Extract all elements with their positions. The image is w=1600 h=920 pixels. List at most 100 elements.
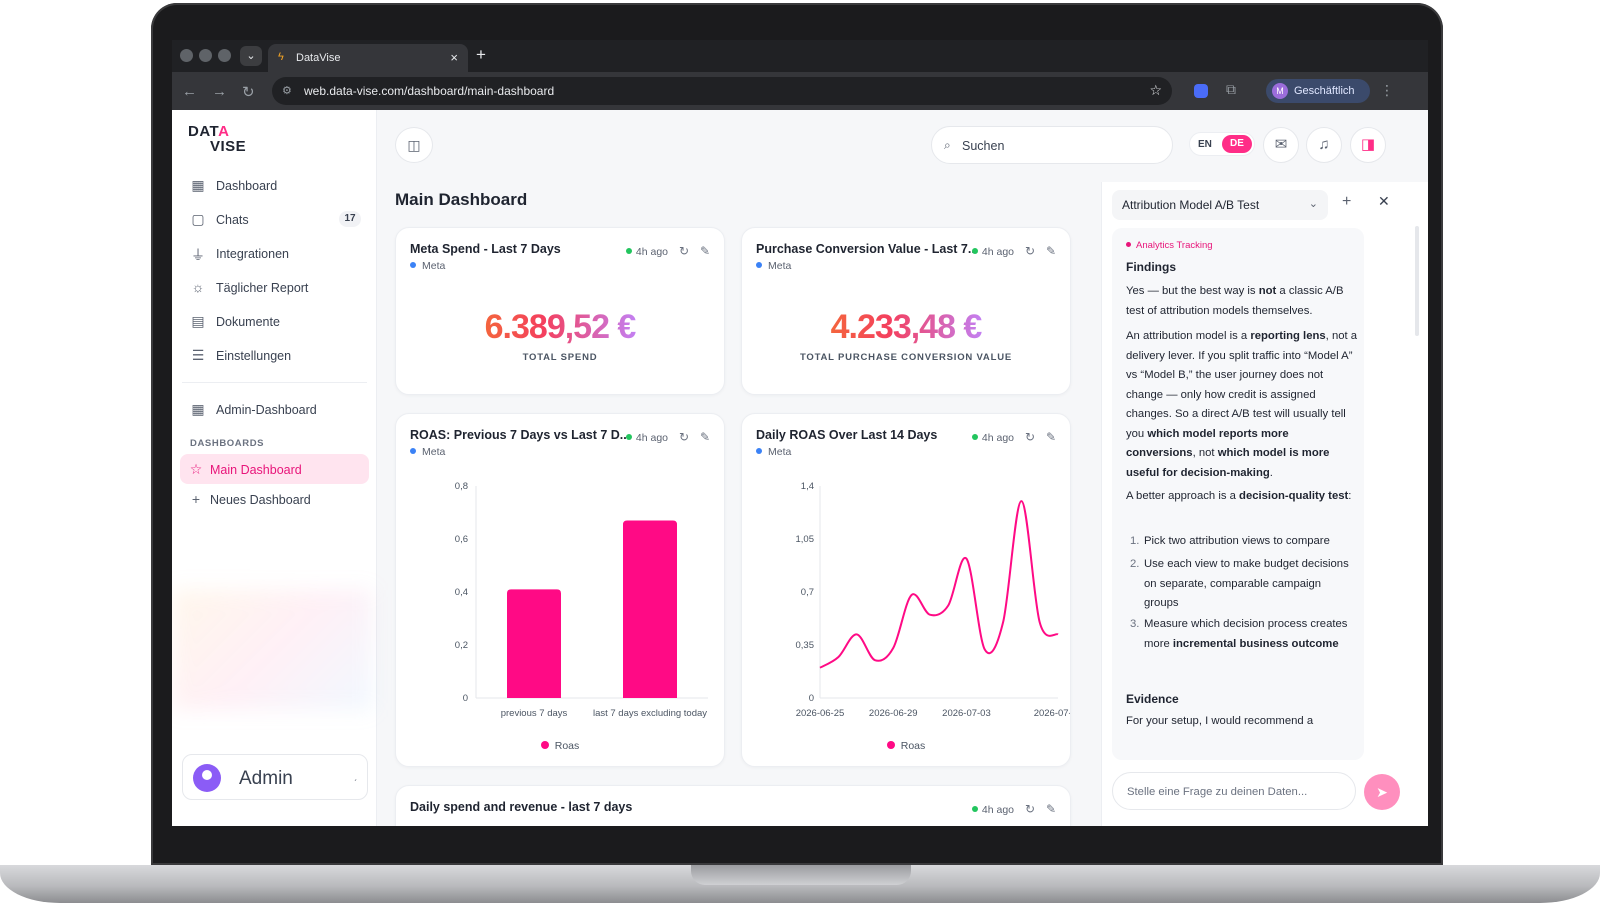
chat-selector[interactable]: Attribution Model A/B Test ⌄ bbox=[1112, 190, 1328, 220]
text: , not bbox=[1192, 447, 1218, 459]
lang-de[interactable]: DE bbox=[1222, 135, 1252, 153]
bookmark-star-icon[interactable]: ☆ bbox=[1149, 82, 1162, 98]
sidebar-item-chats[interactable]: ▢ Chats 17 bbox=[182, 204, 367, 234]
notifications-button[interactable]: ♫ bbox=[1306, 127, 1342, 163]
reload-icon[interactable]: ↻ bbox=[242, 84, 255, 101]
text: Yes — but the best way is bbox=[1126, 285, 1259, 297]
card-title: Meta Spend - Last 7 Days bbox=[410, 242, 561, 256]
language-toggle[interactable]: EN DE bbox=[1189, 132, 1255, 156]
extension-icon[interactable] bbox=[1194, 84, 1208, 98]
chat-icon: ▢ bbox=[191, 211, 205, 227]
mail-button[interactable]: ✉ bbox=[1263, 127, 1299, 163]
browser-tab[interactable]: ϟ DataVise × bbox=[268, 44, 468, 72]
updated-time: 4h ago bbox=[981, 804, 1015, 816]
edit-icon[interactable]: ✎ bbox=[699, 244, 710, 258]
new-chat-plus-icon[interactable]: + bbox=[1342, 193, 1352, 210]
new-tab-plus-icon[interactable]: + bbox=[476, 45, 486, 64]
tab-close-icon[interactable]: × bbox=[450, 50, 458, 65]
card-purchase-value: Purchase Conversion Value - Last 7... Me… bbox=[741, 227, 1071, 395]
y-tick-label: 0,7 bbox=[801, 587, 814, 598]
updated-time: 4h ago bbox=[981, 246, 1015, 258]
status-dot-icon bbox=[971, 434, 978, 440]
window-close-dot[interactable] bbox=[180, 49, 193, 62]
sidebar-item-integrationen[interactable]: ⏚ Integrationen bbox=[182, 238, 367, 268]
card-title: Daily spend and revenue - last 7 days bbox=[410, 800, 633, 814]
address-bar[interactable]: ⚙ web.data-vise.com/dashboard/main-dashb… bbox=[272, 77, 1172, 105]
list-number: 1. bbox=[1130, 535, 1140, 547]
refresh-icon[interactable]: ↻ bbox=[678, 244, 690, 258]
grid-icon: ▦ bbox=[191, 177, 205, 193]
edit-icon[interactable]: ✎ bbox=[1045, 430, 1056, 444]
window-zoom-dot[interactable] bbox=[218, 49, 231, 62]
bell-icon: ♫ bbox=[1318, 136, 1330, 153]
roas-line-chart: 0 0,35 0,7 1,05 1,4 2026-06-25 2026-06-29 2026-… bbox=[796, 481, 1071, 719]
right-panel-toggle-button[interactable]: ◨ bbox=[1350, 127, 1386, 163]
sidebar-item-einstellungen[interactable]: ☰ Einstellungen bbox=[182, 340, 367, 370]
logo-accent: A bbox=[218, 123, 230, 140]
browser-menu-icon[interactable]: ⋮ bbox=[1380, 82, 1394, 98]
card-roas-daily: Daily ROAS Over Last 14 Days Meta 4h ago… bbox=[741, 413, 1071, 767]
text-bold: which model reports more conversions bbox=[1126, 427, 1289, 460]
card-title: ROAS: Previous 7 Days vs Last 7 D... bbox=[410, 428, 631, 442]
status-dot-icon bbox=[625, 248, 632, 254]
tab-search-chevron-icon[interactable]: ⌄ bbox=[240, 46, 262, 66]
datavise-logo[interactable]: DATA VISE bbox=[188, 124, 246, 154]
edit-icon[interactable]: ✎ bbox=[1045, 802, 1056, 816]
text-bold: not bbox=[1258, 285, 1277, 297]
chart-legend[interactable]: Roas bbox=[396, 740, 724, 752]
sidebar-toggle-button[interactable]: ◫ bbox=[395, 127, 433, 163]
kpi-label: TOTAL SPEND bbox=[522, 352, 598, 363]
refresh-icon[interactable]: ↻ bbox=[1024, 430, 1036, 444]
x-tick-label: 2026-07-03 bbox=[942, 708, 991, 719]
refresh-icon[interactable]: ↻ bbox=[678, 430, 690, 444]
close-icon[interactable]: ✕ bbox=[1378, 193, 1390, 209]
sun-icon: ☼ bbox=[191, 279, 205, 295]
window-minimize-dot[interactable] bbox=[199, 49, 212, 62]
sidebar-item-main-dashboard[interactable]: ☆ Main Dashboard bbox=[180, 454, 369, 484]
search-icon: ⌕ bbox=[944, 138, 951, 152]
card-title: Purchase Conversion Value - Last 7... bbox=[756, 242, 979, 256]
panel-scrollbar[interactable] bbox=[1415, 226, 1419, 336]
ask-input[interactable] bbox=[1127, 783, 1347, 801]
send-button[interactable]: ➤ bbox=[1364, 774, 1400, 810]
sidebar-item-label: Neues Dashboard bbox=[210, 493, 311, 507]
panel-left-icon: ◫ bbox=[407, 137, 421, 153]
kpi-value: 6.389,52 € bbox=[396, 308, 724, 347]
evidence-text: For your setup, I would recommend a bbox=[1126, 715, 1314, 727]
lang-en[interactable]: EN bbox=[1198, 139, 1212, 150]
forward-arrow-icon[interactable]: → bbox=[212, 83, 227, 100]
main-content: ◫ ⌕ EN DE ✉ ♫ ◨ Main Dashboard Meta Spen… bbox=[377, 110, 1428, 826]
chart-legend[interactable]: Roas bbox=[742, 740, 1070, 752]
star-icon: ☆ bbox=[189, 461, 203, 477]
edit-icon[interactable]: ✎ bbox=[699, 430, 710, 444]
card-daily-spend-revenue: Daily spend and revenue - last 7 days 4h… bbox=[395, 785, 1071, 826]
profile-chip[interactable]: M Geschäftlich bbox=[1266, 79, 1370, 103]
site-info-icon[interactable]: ⚙ bbox=[282, 85, 292, 97]
back-arrow-icon[interactable]: ← bbox=[182, 83, 197, 100]
sidebar-item-neues-dashboard[interactable]: + Neues Dashboard bbox=[180, 484, 365, 514]
text: : bbox=[1348, 490, 1352, 502]
message-tag: Analytics Tracking bbox=[1126, 240, 1213, 251]
sidebar-item-dokumente[interactable]: ▤ Dokumente bbox=[182, 306, 367, 336]
ask-box[interactable] bbox=[1112, 772, 1356, 810]
refresh-icon[interactable]: ↻ bbox=[1024, 244, 1036, 258]
user-menu[interactable]: Admin ˏ bbox=[182, 754, 368, 800]
card-source: Meta bbox=[756, 446, 791, 458]
search-box[interactable]: ⌕ bbox=[931, 126, 1173, 164]
sidebar-item-taeglicher-report[interactable]: ☼ Täglicher Report bbox=[182, 272, 367, 302]
sidebar: DATA VISE ▦ Dashboard ▢ Chats 17 ⏚ Integ… bbox=[172, 110, 377, 826]
sidebar-item-dashboard[interactable]: ▦ Dashboard bbox=[182, 170, 367, 200]
search-input[interactable] bbox=[962, 136, 1162, 156]
browser-tabbar: ⌄ ϟ DataVise × + bbox=[172, 40, 1428, 72]
refresh-icon[interactable]: ↻ bbox=[1024, 802, 1036, 816]
list-number: 2. bbox=[1130, 558, 1140, 570]
card-meta: 4h ago ↻ ✎ bbox=[625, 430, 710, 444]
sidebar-item-admin-dashboard[interactable]: ▦ Admin-Dashboard bbox=[182, 394, 367, 424]
puzzle-icon[interactable]: ⧉ bbox=[1226, 81, 1236, 97]
text: a classic A/B test of attribution models… bbox=[1126, 285, 1344, 317]
assistant-message-continued: Evidence For your setup, I would recomme… bbox=[1112, 682, 1364, 760]
document-icon: ▤ bbox=[191, 313, 205, 329]
edit-icon[interactable]: ✎ bbox=[1045, 244, 1056, 258]
list-text: Pick two attribution views to compare bbox=[1144, 535, 1330, 547]
list-number: 3. bbox=[1130, 618, 1140, 630]
